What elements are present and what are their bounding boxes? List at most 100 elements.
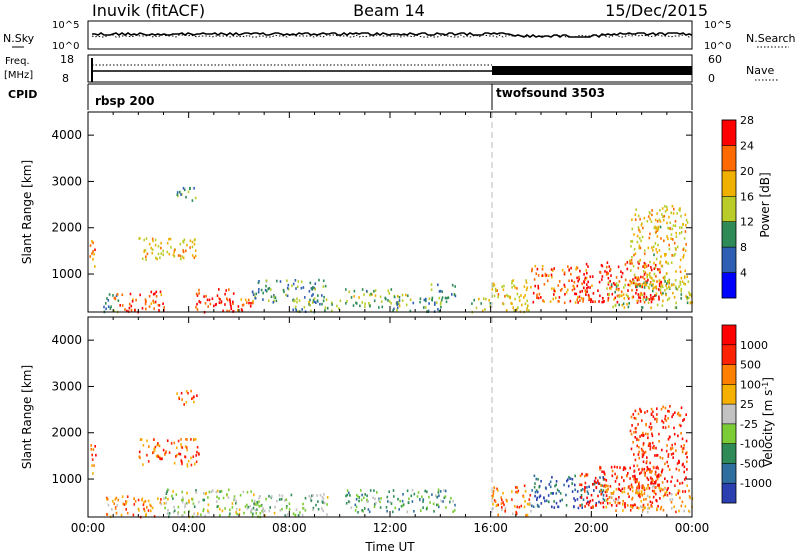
velocity-cell (646, 494, 649, 498)
power-cell (672, 212, 675, 215)
velocity-cell (218, 497, 220, 500)
power-cell (665, 282, 668, 285)
velocity-cell (551, 505, 553, 509)
velocity-cell (602, 489, 605, 492)
velocity-cell (681, 481, 684, 485)
power-cell (480, 302, 482, 305)
velocity-cell (438, 494, 440, 497)
velocity-cell (571, 478, 574, 481)
power-cell (446, 296, 448, 300)
power-cell (620, 270, 622, 273)
power-cell (497, 295, 499, 299)
velocity-cell (134, 500, 137, 503)
velocity-cell (642, 431, 644, 435)
velocity-cell (114, 507, 117, 510)
velocity-cell (449, 500, 451, 504)
power-cell (93, 252, 95, 256)
power-cell (193, 187, 195, 190)
velocity-cell (500, 502, 503, 505)
power-cell (371, 293, 373, 296)
power-cell (300, 286, 303, 290)
power-cell (672, 238, 674, 241)
velocity-cell (649, 500, 652, 504)
velocity-cell (683, 465, 686, 469)
power-cell (110, 305, 112, 308)
velocity-cell (598, 500, 600, 504)
power-cell (682, 248, 684, 251)
velocity-cell (664, 426, 667, 429)
velocity-cell (534, 494, 536, 498)
velocity-colorbar-band (722, 344, 736, 365)
velocity-cell (177, 512, 179, 516)
velocity-cell (655, 454, 658, 457)
power-cell (683, 282, 685, 285)
power-cell (624, 283, 626, 287)
velocity-cell (667, 409, 669, 413)
velocity-cell (195, 491, 198, 494)
velocity-cell (176, 453, 178, 457)
power-cell (423, 306, 425, 309)
velocity-cell (309, 496, 312, 500)
velocity-cell (528, 501, 531, 505)
velocity-cell (629, 487, 632, 491)
power-cell (642, 265, 644, 268)
velocity-cell (624, 505, 626, 509)
velocity-cell (621, 476, 623, 479)
power-cell (287, 287, 290, 291)
power-cell (651, 209, 653, 212)
power-cell (492, 282, 495, 285)
power-cell (651, 246, 653, 249)
velocity-colorbar-label: 25 (740, 398, 754, 411)
power-cell (218, 301, 221, 304)
power-cell (632, 295, 635, 299)
velocity-cell (376, 491, 378, 494)
power-cell (643, 266, 646, 269)
power-cell (514, 297, 516, 301)
velocity-cell (650, 426, 653, 429)
power-cell (583, 273, 585, 276)
velocity-cell (568, 475, 570, 479)
velocity-cell (375, 501, 377, 505)
velocity-cell (656, 420, 658, 423)
power-cell (651, 298, 654, 301)
power-cell (358, 296, 360, 299)
velocity-cell (420, 509, 422, 512)
velocity-cell (641, 494, 644, 497)
power-cell (364, 302, 366, 306)
power-cell (606, 287, 608, 290)
power-cell (636, 234, 639, 238)
power-cell (553, 267, 555, 270)
velocity-cell (235, 499, 237, 503)
velocity-cell (664, 414, 667, 418)
velocity-cell (180, 438, 182, 441)
power-cell (589, 286, 591, 289)
power-cell (617, 283, 620, 287)
power-cell (265, 284, 267, 288)
velocity-cell (158, 455, 161, 459)
velocity-cell (626, 504, 629, 507)
power-cell (651, 284, 653, 287)
velocity-cell (140, 438, 143, 441)
velocity-cell (649, 445, 652, 448)
velocity-cell (312, 494, 314, 497)
power-region-5 (195, 288, 235, 314)
velocity-cell (269, 506, 271, 509)
velocity-cell (679, 496, 681, 500)
velocity-cell (107, 503, 110, 507)
power-cell (624, 278, 627, 282)
velocity-cell (142, 503, 145, 507)
power-cell (103, 305, 105, 309)
velocity-cell (516, 491, 519, 494)
power-cell (653, 261, 655, 265)
velocity-cell (374, 502, 376, 506)
power-cell (226, 309, 228, 313)
power-cell (195, 305, 197, 309)
velocity-cell (388, 490, 390, 493)
power-cell (620, 294, 623, 298)
power-cell (615, 285, 618, 288)
power-cell (496, 289, 498, 292)
velocity-cell (668, 435, 671, 439)
power-cell (658, 218, 661, 222)
power-cell (206, 298, 209, 302)
power-cell (229, 300, 231, 304)
